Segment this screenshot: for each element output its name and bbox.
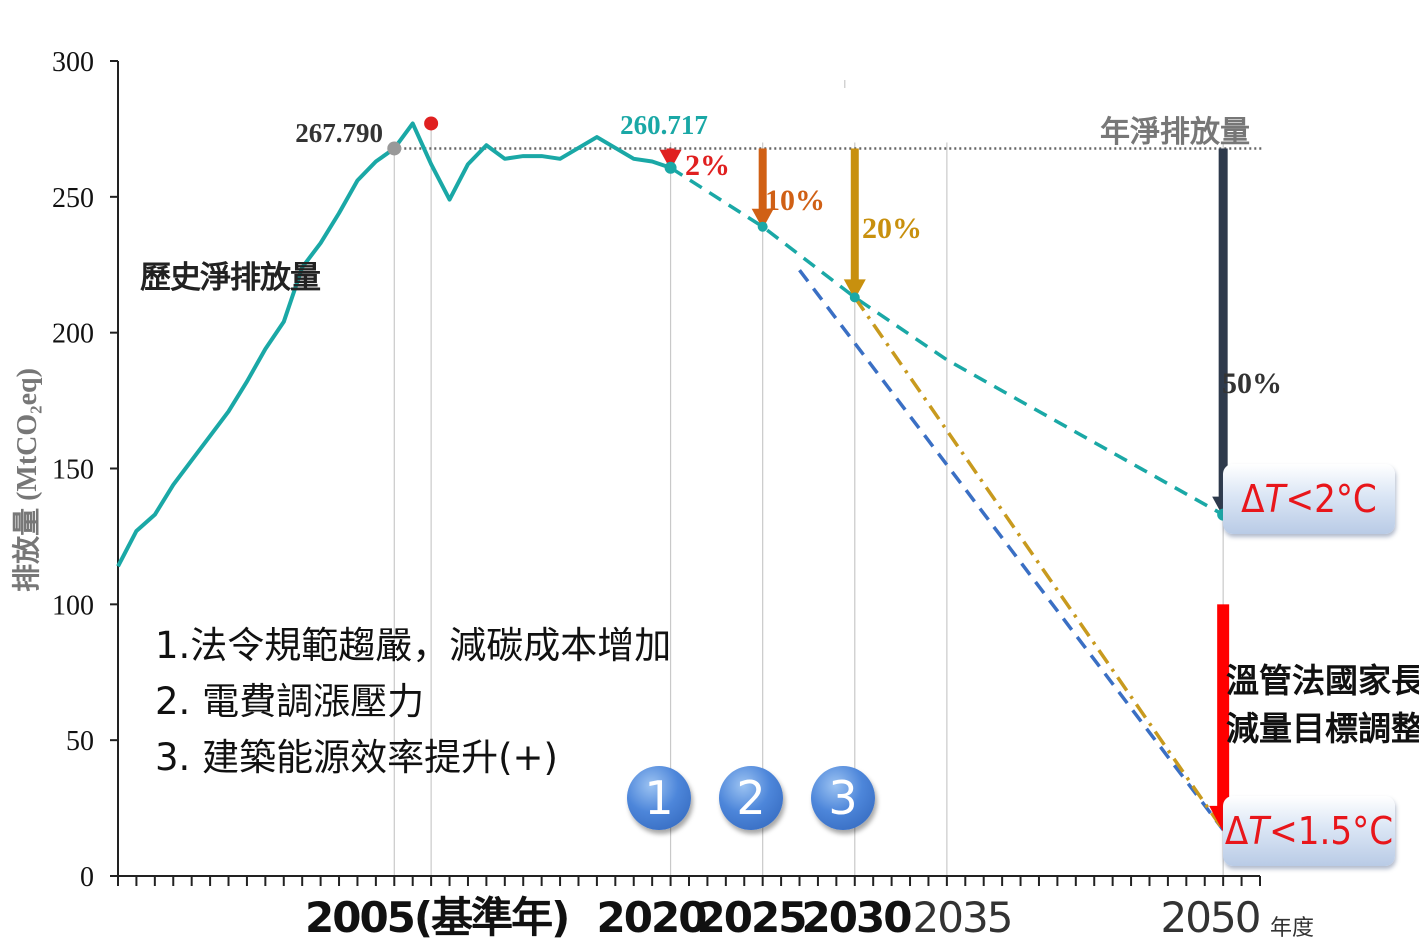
point-2025 [757,221,768,232]
highlight-point-2 [664,161,677,174]
target-note-line-1: 溫管法國家長期 [1226,661,1419,700]
target-note-line-2: 減量目標調整 [1226,709,1419,748]
arrow-shaft-2 [850,148,859,282]
y-tick-label-250: 250 [52,183,94,214]
y-tick-label-300: 300 [52,47,94,78]
x-tick-label-2025: 2025 [697,893,806,940]
arrow-head-0 [659,149,682,170]
point-label-2020: 260.717 [620,110,708,140]
arrow-shaft-3 [1218,148,1228,499]
badge-1: 1 [627,766,691,830]
highlight-point-0 [387,141,402,156]
series-line-1 [669,166,1225,517]
arrow-label-1: 10% [765,184,825,217]
series-line-2 [798,269,1225,831]
target-adjust-note: 溫管法國家長期 減量目標調整 [1226,657,1419,753]
x-tick-label-2035: 2035 [913,893,1012,940]
x-tick-label-2030: 2030 [802,893,912,940]
y-axis-title: 排放量 (MtCO₂eq) [10,368,43,592]
arrow-label-2: 20% [862,212,922,245]
y-tick-label-200: 200 [52,319,94,350]
arrow-shaft-1 [758,148,767,211]
y-tick-label-150: 150 [52,455,94,486]
x-unit-label: 年度 [1270,916,1314,940]
reduction-arrows [659,148,1238,832]
point-label-2005: 267.790 [295,118,383,148]
target-1-5c-box: ΔT<1.5°C [1223,796,1395,866]
note-1: 1.法令規範趨嚴，減碳成本增加 [155,624,672,667]
target-2c-box: ΔT<2°C [1223,464,1395,534]
note-3: 3. 建築能源效率提升(+) [155,736,558,779]
history-series-label: 歷史淨排放量 [140,260,321,296]
arrow-label-0: 2% [685,149,730,182]
x-tick-label-2020: 2020 [597,893,707,940]
reference-line-label: 年淨排放量 [1100,115,1250,150]
series-line-3 [853,296,1225,831]
y-tick-label-0: 0 [80,862,94,893]
factor-notes: 1.法令規範趨嚴，減碳成本增加 2. 電費調漲壓力 3. 建築能源效率提升(+) [155,618,671,786]
arrow-label-3: 50% [1222,367,1282,400]
red-arrow-shaft [1217,604,1230,808]
chart-labels: 排放量 (MtCO₂eq) 年淨排放量 2% 10% 20% 50% 267.790 260.… [10,110,1282,592]
note-2: 2. 電費調漲壓力 [155,680,425,723]
arrow-head-1 [751,208,774,229]
badge-2: 2 [719,766,783,830]
x-tick-label-2005: 2005(基準年) [305,893,568,940]
y-tick-label-50: 50 [66,726,94,757]
highlight-point-1 [424,116,439,131]
highlight-points [387,116,1230,521]
badge-3: 3 [811,766,875,830]
point-2030 [849,292,860,303]
arrow-head-2 [843,279,866,300]
x-tick-label-2050: 2050 [1161,893,1260,940]
y-tick-label-100: 100 [52,590,94,621]
